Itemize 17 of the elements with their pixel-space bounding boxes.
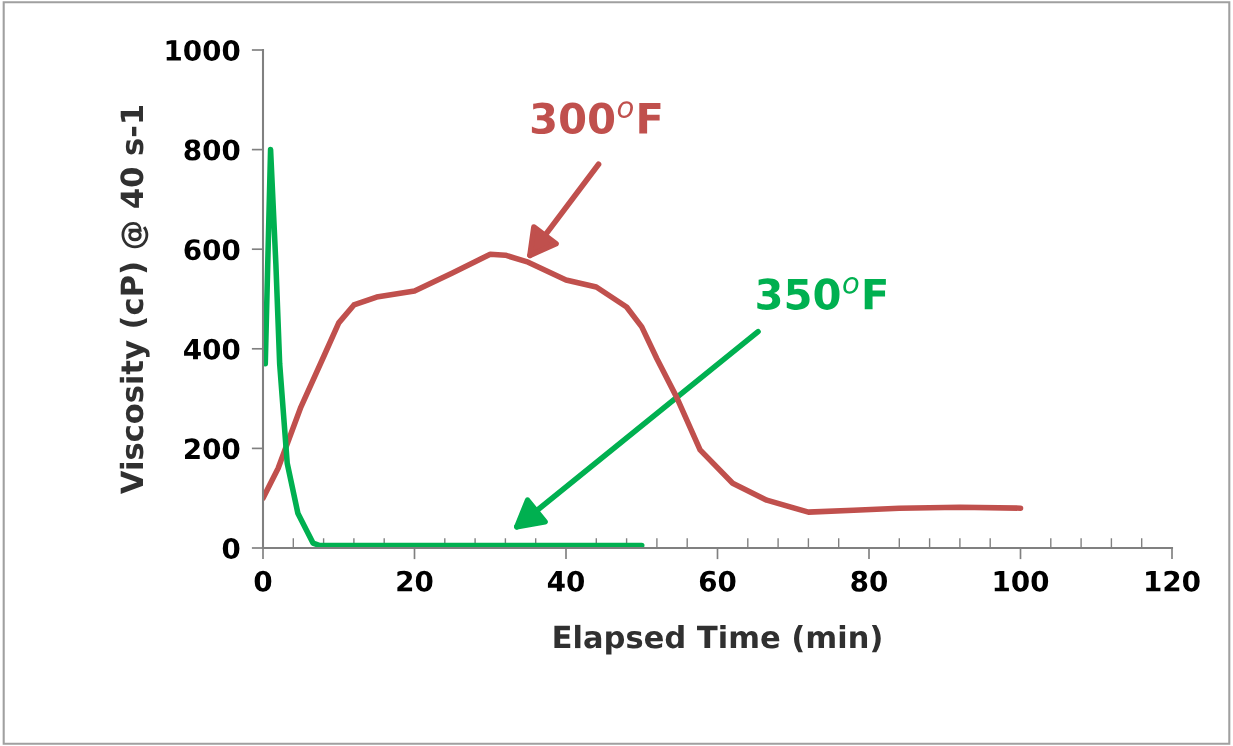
x-axis-title: Elapsed Time (min) <box>554 624 881 655</box>
y-axis-title: Viscosity (cP) @ 40 s-1 <box>119 105 150 494</box>
y-tick-label: 0 <box>222 537 240 559</box>
x-tick-label: 60 <box>699 570 736 592</box>
annotation: 350$^{o}$F <box>757 277 886 310</box>
y-tick-label: 200 <box>184 438 240 460</box>
x-tick-label: 80 <box>851 570 887 592</box>
x-tick-label: 100 <box>994 570 1049 592</box>
x-tick-label: 20 <box>397 570 433 592</box>
y-tick-label: 1000 <box>166 39 240 61</box>
y-tick-label: 800 <box>184 139 240 161</box>
y-tick-label: 400 <box>184 338 240 360</box>
x-tick-label: 40 <box>547 570 584 592</box>
annotation: 300$^{o}$F <box>531 101 661 135</box>
x-tick-label: 0 <box>254 570 272 592</box>
x-tick-label: 120 <box>1146 570 1200 592</box>
y-tick-label: 600 <box>184 239 240 261</box>
